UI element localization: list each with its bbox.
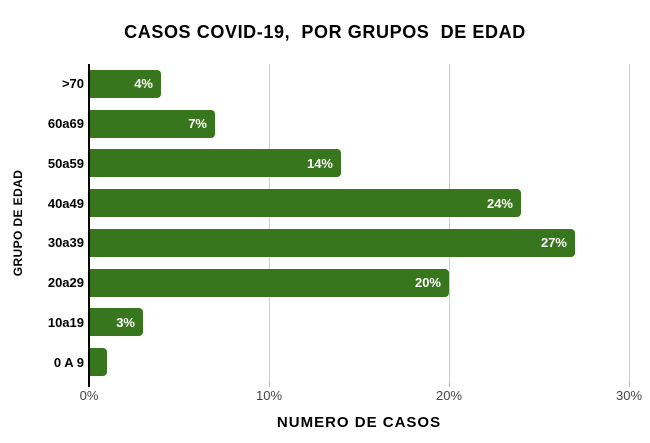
tick-mark-10% xyxy=(269,382,270,387)
bar-row: 4% xyxy=(89,64,629,104)
bar: 7% xyxy=(89,109,215,138)
category-label: 10a19 xyxy=(47,314,84,330)
bar-value-label: 14% xyxy=(306,155,333,171)
bar-row: 3% xyxy=(89,303,629,343)
bar: 3% xyxy=(89,308,143,337)
bar-row: 7% xyxy=(89,104,629,144)
y-axis-line xyxy=(88,64,90,387)
x-tick-label-30%: 30% xyxy=(615,388,643,403)
bar-value-label: 7% xyxy=(188,116,207,132)
category-label: 20a29 xyxy=(47,275,84,291)
bar-value-label: 24% xyxy=(486,195,513,211)
bar: 20% xyxy=(89,268,449,297)
bar-value-label: 3% xyxy=(116,314,135,330)
category-label: 30a39 xyxy=(47,235,84,251)
bar-value-label: 4% xyxy=(134,76,153,92)
bar: 4% xyxy=(89,69,161,98)
category-label: 60a69 xyxy=(47,116,84,132)
bar-row: 20% xyxy=(89,263,629,303)
bar-row: 24% xyxy=(89,183,629,223)
bar: 27% xyxy=(89,228,575,257)
bar-row: 14% xyxy=(89,144,629,184)
tick-mark-20% xyxy=(449,382,450,387)
x-tick-label-10%: 10% xyxy=(255,388,283,403)
tick-mark-30% xyxy=(629,382,630,387)
x-axis-title: NUMERO DE CASOS xyxy=(276,414,442,431)
x-tick-label-20%: 20% xyxy=(435,388,463,403)
bar-value-label: 20% xyxy=(414,275,441,291)
bar-row xyxy=(89,342,629,382)
bar-row: 27% xyxy=(89,223,629,263)
category-label: >70 xyxy=(61,76,84,92)
gridline-30% xyxy=(629,64,630,382)
category-label: 0 A 9 xyxy=(53,354,84,370)
category-label: 40a49 xyxy=(47,195,84,211)
x-tick-label-0%: 0% xyxy=(79,388,99,403)
bar-rows: 4% 7% 14% 24% 27% 20% 3% xyxy=(89,64,629,382)
bar xyxy=(89,348,107,377)
plot-area: 4% 7% 14% 24% 27% 20% 3% xyxy=(88,64,630,387)
gridline-20% xyxy=(449,64,450,382)
bar-value-label: 27% xyxy=(540,235,567,251)
category-label: 50a59 xyxy=(47,155,84,171)
chart-title: CASOS COVID-19, POR GRUPOS DE EDAD xyxy=(124,22,526,42)
x-axis-tick-labels: 0% 10% 20% 30% xyxy=(80,388,642,404)
bar: 14% xyxy=(89,149,341,178)
gridline-10% xyxy=(269,64,270,382)
bar: 24% xyxy=(89,189,521,218)
y-axis-category-labels: >70 60a69 50a59 40a49 30a39 20a29 10a19 0 A 9 xyxy=(0,64,84,382)
